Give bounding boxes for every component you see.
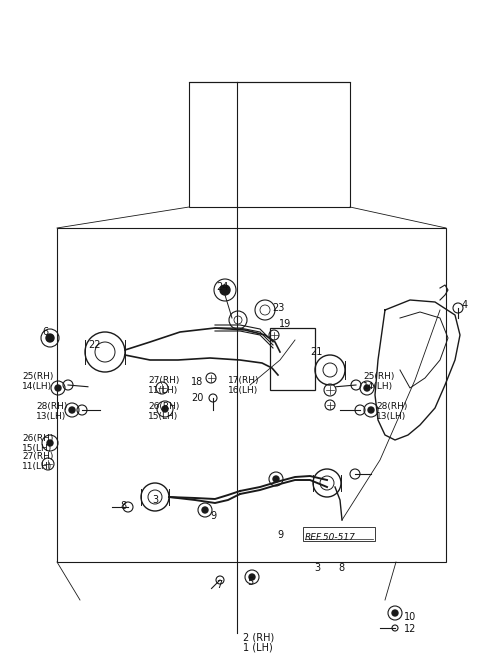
Text: 26(RH): 26(RH) (148, 403, 180, 411)
Circle shape (162, 406, 168, 412)
Text: 9: 9 (210, 511, 216, 521)
Text: 26(RH): 26(RH) (22, 434, 53, 442)
Text: 9: 9 (277, 530, 283, 540)
Text: 5: 5 (247, 577, 253, 587)
Text: 14(LH): 14(LH) (363, 383, 393, 391)
Text: 19: 19 (279, 319, 291, 329)
Text: 13(LH): 13(LH) (376, 411, 406, 421)
Text: 8: 8 (120, 501, 126, 511)
Text: 12: 12 (404, 624, 416, 634)
Circle shape (364, 385, 370, 391)
Text: 28(RH): 28(RH) (36, 401, 67, 411)
Text: 11(LH): 11(LH) (148, 387, 178, 395)
Text: 15(LH): 15(LH) (22, 444, 52, 452)
Text: 18: 18 (191, 377, 203, 387)
Text: 21: 21 (310, 347, 323, 357)
Text: 28(RH): 28(RH) (376, 401, 408, 411)
Bar (57, 228, 446, 562)
Text: 16(LH): 16(LH) (228, 385, 258, 395)
Circle shape (392, 610, 398, 616)
Text: 24: 24 (216, 282, 228, 292)
Text: 27(RH): 27(RH) (22, 452, 53, 462)
Text: 22: 22 (88, 340, 100, 350)
Circle shape (220, 285, 230, 295)
Text: 8: 8 (338, 563, 344, 573)
Text: 4: 4 (462, 300, 468, 310)
Circle shape (249, 574, 255, 580)
Circle shape (273, 476, 279, 482)
Text: 1 (LH): 1 (LH) (243, 642, 273, 652)
Text: 20: 20 (191, 393, 204, 403)
Text: 13(LH): 13(LH) (36, 411, 66, 421)
Text: 14(LH): 14(LH) (22, 383, 52, 391)
Circle shape (47, 440, 53, 446)
Text: 7: 7 (216, 580, 222, 590)
Text: 2 (RH): 2 (RH) (243, 632, 274, 642)
Text: 11(LH): 11(LH) (22, 462, 52, 472)
Bar (270, 328, 315, 390)
Text: 25(RH): 25(RH) (22, 373, 53, 381)
Circle shape (46, 334, 54, 342)
Text: 27(RH): 27(RH) (148, 377, 180, 385)
Circle shape (69, 407, 75, 413)
Text: 6: 6 (42, 327, 48, 337)
Bar (303, 527, 375, 541)
Text: 15(LH): 15(LH) (148, 413, 178, 421)
Circle shape (55, 385, 61, 391)
Circle shape (368, 407, 374, 413)
Text: 17(RH): 17(RH) (228, 375, 260, 385)
Circle shape (202, 507, 208, 513)
Text: 23: 23 (272, 303, 284, 313)
Text: 3: 3 (314, 563, 320, 573)
Text: 25(RH): 25(RH) (363, 373, 395, 381)
Text: 3: 3 (152, 495, 158, 505)
Text: 10: 10 (404, 612, 416, 622)
Bar (189, 82, 350, 207)
Text: REF.50-517: REF.50-517 (305, 533, 356, 541)
